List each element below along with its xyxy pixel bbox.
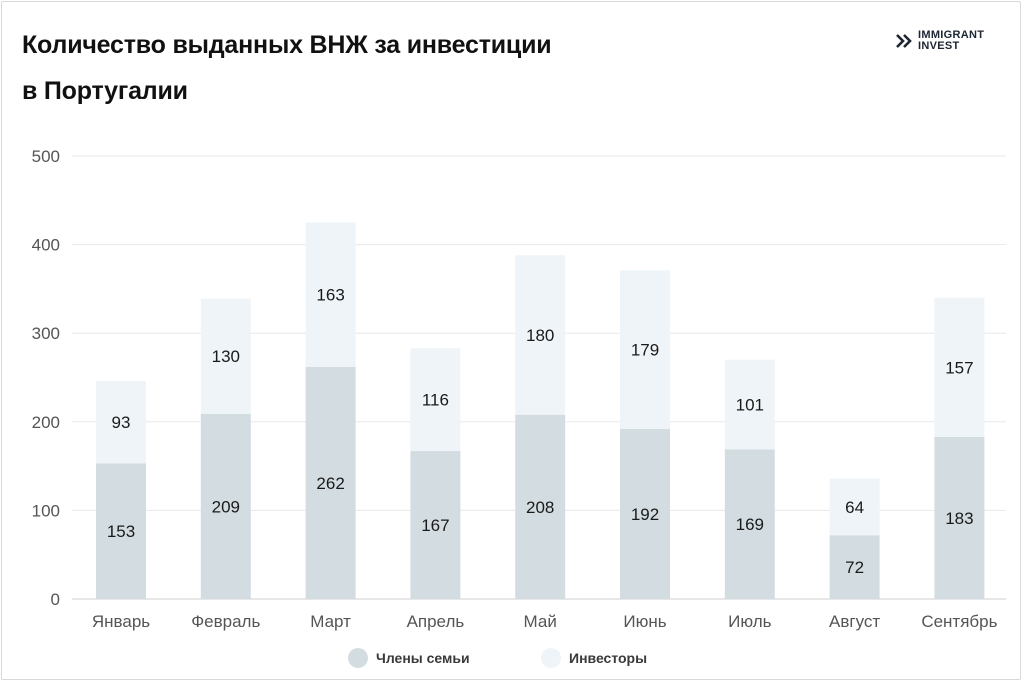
x-tick-label-8: Август	[829, 612, 880, 631]
y-tick-label-300: 300	[32, 324, 60, 343]
bar-investors-8	[829, 478, 880, 536]
bar-family-7	[724, 449, 775, 599]
bar-investors-2	[200, 298, 251, 414]
bar-family-6	[620, 428, 670, 599]
logo-wordmark: IMMIGRANT INVEST	[918, 30, 984, 52]
data-label-family-6: 192	[631, 505, 659, 524]
chart-title: Количество выданных ВНЖ за инвестиции в …	[22, 22, 662, 114]
bar-investors-3	[305, 222, 356, 367]
bar-family-3	[305, 366, 356, 599]
y-tick-label-500: 500	[32, 147, 60, 166]
bar-family-5	[515, 414, 566, 599]
chart-title-line-1: Количество выданных ВНЖ за инвестиции	[22, 31, 552, 59]
legend-swatch-investors	[541, 648, 561, 668]
logo-line-2: INVEST	[918, 40, 960, 52]
x-tick-label-6: Июнь	[623, 612, 666, 631]
data-label-family-1: 153	[107, 522, 135, 541]
x-tick-label-3: Март	[310, 612, 351, 631]
data-label-family-9: 183	[945, 509, 973, 528]
x-tick-label-5: Май	[524, 612, 557, 631]
y-tick-label-100: 100	[32, 501, 60, 520]
bar-family-4	[410, 451, 461, 599]
legend-item-investors: Инвесторы	[541, 648, 647, 668]
bar-investors-9	[934, 297, 985, 437]
x-tick-label-7: Июль	[728, 612, 772, 631]
logo-line-1: IMMIGRANT	[918, 29, 985, 41]
data-label-investors-7: 101	[736, 396, 764, 415]
data-label-family-3: 262	[316, 474, 344, 493]
y-tick-label-0: 0	[51, 590, 60, 609]
data-label-family-5: 208	[526, 498, 554, 517]
immigrant-invest-logo: IMMIGRANT INVEST	[896, 30, 1011, 54]
x-tick-label-2: Февраль	[191, 612, 260, 631]
bar-investors-4	[410, 348, 461, 452]
data-label-investors-5: 180	[526, 326, 554, 345]
y-tick-label-200: 200	[32, 413, 60, 432]
legend-swatch-family	[348, 648, 368, 668]
legend: Члены семьи Инвесторы	[0, 648, 1024, 668]
chart-title-line-2: в Португалии	[22, 77, 188, 105]
data-label-investors-1: 93	[112, 413, 131, 432]
legend-item-family: Члены семьи	[348, 648, 470, 668]
legend-label-investors: Инвесторы	[569, 650, 648, 666]
x-tick-label-1: Январь	[92, 612, 150, 631]
x-tick-label-4: Апрель	[407, 612, 465, 631]
data-label-investors-3: 163	[316, 286, 344, 305]
bar-investors-5	[515, 255, 566, 415]
legend-label-family: Члены семьи	[376, 650, 470, 666]
y-tick-label-400: 400	[32, 236, 60, 255]
bar-family-1	[96, 463, 146, 599]
data-label-family-4: 167	[421, 516, 449, 535]
data-label-family-8: 72	[845, 558, 864, 577]
data-label-investors-2: 130	[212, 347, 240, 366]
data-label-investors-8: 64	[845, 498, 864, 517]
data-label-investors-9: 157	[945, 358, 973, 377]
bar-investors-7	[724, 359, 775, 450]
data-label-family-7: 169	[736, 515, 764, 534]
bar-family-9	[934, 436, 985, 599]
data-label-investors-6: 179	[631, 341, 659, 360]
bar-family-8	[829, 535, 880, 599]
bar-family-2	[200, 413, 251, 599]
x-tick-label-9: Сентябрь	[921, 612, 997, 631]
bar-investors-6	[620, 270, 670, 429]
data-label-family-2: 209	[212, 497, 240, 516]
data-label-investors-4: 116	[422, 391, 449, 410]
bar-investors-1	[96, 381, 146, 464]
double-chevron-icon	[896, 34, 912, 48]
